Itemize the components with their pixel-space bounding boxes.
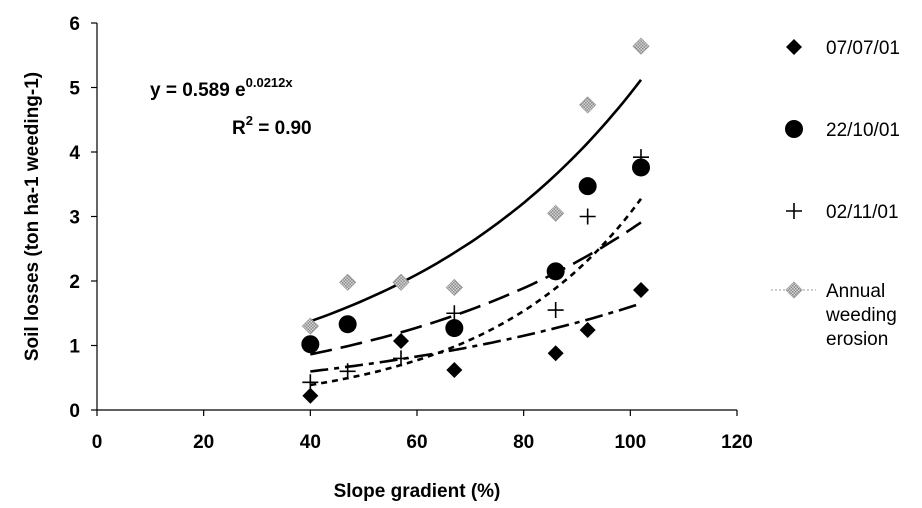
- legend-item-annual-weeding-erosion: Annual weeding erosion: [771, 281, 897, 350]
- legend-item-22-10-01: 22/10/01: [785, 120, 900, 141]
- x-axis-title: Slope gradient (%): [334, 481, 501, 502]
- y-axis-title: Soil losses (ton ha-1 weeding-1): [22, 72, 43, 361]
- x-axis-ticks: 0 20 40 60 80 100 120: [92, 410, 753, 453]
- data-point-22-10-01: [301, 335, 320, 354]
- data-point-07-07-01: [547, 345, 564, 362]
- equation-prefix: y = 0.589 e: [150, 80, 246, 101]
- data-point-07-07-01: [302, 387, 319, 404]
- r2-exponent: 2: [246, 113, 253, 128]
- data-point-07-07-01: [446, 362, 463, 379]
- x-tick-label: 40: [300, 432, 321, 453]
- y-tick-label: 1: [69, 337, 80, 358]
- trend-lines: [309, 79, 643, 387]
- data-point-07-07-01: [633, 282, 649, 299]
- data-point-annual-weeding-erosion: [547, 204, 565, 222]
- data-point-annual-weeding-erosion: [632, 37, 650, 55]
- data-point-annual-weeding-erosion: [301, 317, 319, 335]
- x-tick-label: 80: [513, 432, 534, 453]
- data-point-22-10-01: [578, 177, 597, 196]
- data-point-annual-weeding-erosion: [392, 273, 410, 291]
- legend-label: 02/11/01: [826, 202, 899, 223]
- x-tick-label: 120: [721, 432, 753, 453]
- x-tick-label: 20: [193, 432, 214, 453]
- data-point-07-07-01: [579, 322, 596, 339]
- data-point-22-10-01: [445, 319, 464, 338]
- trend-line-annual-weeding-erosion: [309, 79, 643, 323]
- regression-equation: y = 0.589 e0.0212x R2 = 0.90: [150, 75, 312, 139]
- x-tick-label: 0: [92, 432, 103, 453]
- data-point-02-11-01: [579, 208, 596, 225]
- y-tick-label: 5: [69, 79, 80, 100]
- trend-line-07-07-01: [310, 302, 642, 373]
- x-tick-label: 100: [614, 432, 646, 453]
- equation-exponent: 0.0212x: [246, 75, 294, 90]
- data-point-02-11-01: [446, 305, 463, 322]
- legend-label: weeding: [825, 305, 897, 326]
- legend-marker: [786, 203, 802, 219]
- equation-line: y = 0.589 e0.0212x: [150, 75, 293, 101]
- legend-marker: [785, 120, 803, 138]
- legend-marker: [786, 39, 802, 55]
- legend-label: 07/07/01: [826, 38, 900, 59]
- legend-label: erosion: [826, 329, 888, 350]
- data-point-02-11-01: [339, 363, 356, 380]
- data-point-02-11-01: [547, 302, 564, 319]
- data-point-07-07-01: [393, 332, 409, 349]
- y-tick-label: 0: [69, 401, 80, 422]
- data-point-annual-weeding-erosion: [339, 273, 357, 291]
- y-tick-label: 2: [69, 272, 80, 293]
- data-points: [301, 37, 650, 404]
- y-tick-label: 6: [69, 14, 80, 35]
- data-point-annual-weeding-erosion: [445, 278, 463, 297]
- legend-item-02-11-01: 02/11/01: [786, 202, 899, 223]
- r-squared-line: R2 = 0.90: [232, 113, 312, 139]
- legend-marker: [785, 281, 803, 299]
- legend-label: Annual: [826, 281, 885, 302]
- data-point-annual-weeding-erosion: [579, 96, 597, 114]
- data-point-22-10-01: [338, 315, 357, 334]
- data-point-22-10-01: [632, 158, 650, 177]
- y-axis-ticks: 0 1 2 3 4 5 6: [69, 14, 97, 422]
- data-point-02-11-01: [633, 149, 649, 166]
- data-point-22-10-01: [546, 262, 565, 281]
- legend: 07/07/01 22/10/01 02/11/01 Annual weeding ero…: [771, 38, 900, 350]
- y-tick-label: 4: [69, 143, 80, 164]
- data-point-02-11-01: [302, 374, 319, 391]
- y-tick-label: 3: [69, 208, 80, 229]
- r2-suffix: = 0.90: [253, 118, 312, 139]
- trend-line-02-11-01: [310, 198, 643, 387]
- trend-line-22-10-01: [310, 221, 642, 356]
- r2-prefix: R: [232, 118, 246, 139]
- legend-label: 22/10/01: [826, 120, 900, 141]
- x-tick-label: 60: [406, 432, 427, 453]
- data-point-02-11-01: [393, 350, 409, 367]
- legend-item-07-07-01: 07/07/01: [786, 38, 900, 59]
